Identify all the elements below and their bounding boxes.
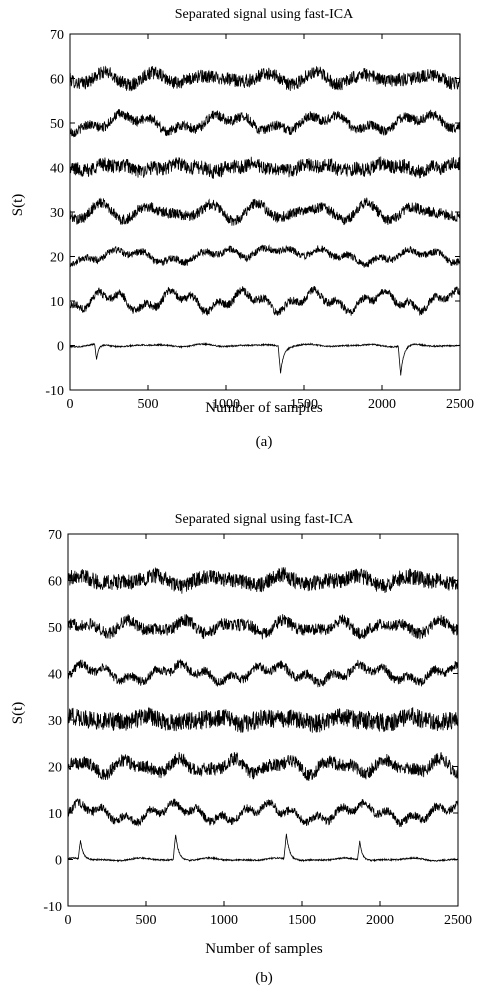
- x-tick-label: 1500: [290, 397, 318, 412]
- x-tick-label: 1000: [212, 397, 240, 412]
- chart-a-svg: Separated signal using fast-ICA S(t) Num…: [10, 7, 474, 450]
- signal-trace-7: [67, 833, 459, 863]
- signal-trace-6: [69, 285, 461, 316]
- trace-group: [69, 65, 461, 376]
- y-tick-label: -10: [45, 384, 64, 399]
- signal-trace-3: [67, 658, 459, 688]
- y-tick-label: -10: [43, 900, 62, 915]
- x-tick-label: 2000: [368, 397, 396, 412]
- signal-trace-2: [67, 614, 459, 640]
- y-tick-label: 20: [50, 251, 64, 266]
- signal-trace-5: [67, 751, 459, 781]
- signal-trace-5: [69, 244, 461, 268]
- panel-label: (a): [256, 434, 273, 450]
- x-tick-label: 500: [136, 913, 157, 928]
- y-tick-label: 40: [50, 162, 64, 177]
- chart-b-svg: Separated signal using fast-ICA S(t) Num…: [10, 512, 472, 986]
- y-tick-label: 50: [48, 621, 62, 636]
- y-axis-label: S(t): [10, 194, 26, 217]
- signal-trace-4: [67, 706, 459, 733]
- y-tick-label: 10: [50, 295, 64, 310]
- y-tick-label: 50: [50, 117, 64, 132]
- chart-panel-a: Separated signal using fast-ICA S(t) Num…: [0, 0, 489, 470]
- y-tick-label: 10: [48, 807, 62, 822]
- x-tick-label: 0: [67, 397, 74, 412]
- chart-title: Separated signal using fast-ICA: [175, 512, 354, 527]
- chart-title: Separated signal using fast-ICA: [175, 7, 354, 22]
- x-tick-label: 0: [65, 913, 72, 928]
- signal-trace-7: [69, 342, 461, 376]
- y-axis-label: S(t): [10, 702, 26, 725]
- y-tick-label: 60: [50, 73, 64, 88]
- y-tick-label: 0: [55, 854, 62, 869]
- y-tick-label: 40: [48, 668, 62, 683]
- x-tick-label: 1500: [288, 913, 316, 928]
- y-tick-label: 60: [48, 575, 62, 590]
- signal-trace-1: [67, 567, 459, 594]
- chart-panel-b: Separated signal using fast-ICA S(t) Num…: [0, 498, 489, 994]
- signal-trace-4: [69, 197, 461, 226]
- y-tick-label: 70: [50, 28, 64, 43]
- x-tick-label: 2500: [444, 913, 472, 928]
- y-tick-label: 30: [50, 206, 64, 221]
- trace-group: [67, 567, 459, 863]
- y-tick-label: 20: [48, 761, 62, 776]
- signal-trace-6: [67, 798, 459, 828]
- y-tick-label: 0: [57, 340, 64, 355]
- x-axis-label: Number of samples: [205, 941, 323, 957]
- y-tick-label: 70: [48, 528, 62, 543]
- signal-trace-1: [69, 65, 461, 92]
- panel-label: (b): [255, 970, 273, 986]
- x-tick-label: 2000: [366, 913, 394, 928]
- x-tick-label: 500: [138, 397, 159, 412]
- x-tick-label: 2500: [446, 397, 474, 412]
- x-tick-label: 1000: [210, 913, 238, 928]
- signal-trace-3: [69, 156, 461, 179]
- x-axis-label: Number of samples: [205, 400, 323, 416]
- y-tick-label: 30: [48, 714, 62, 729]
- signal-trace-2: [69, 109, 461, 138]
